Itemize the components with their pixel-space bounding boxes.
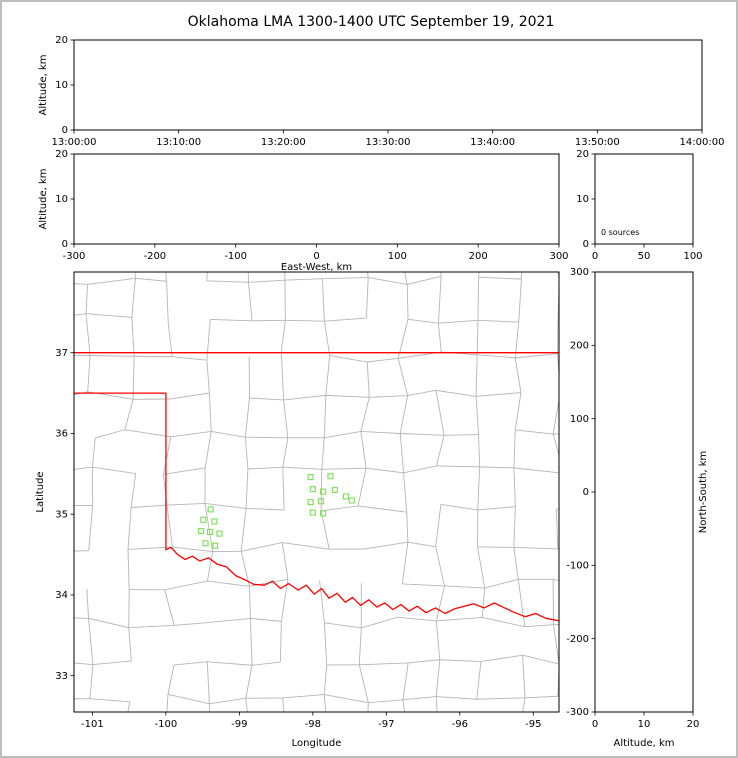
x-tick-label: -97 — [378, 719, 394, 730]
x-tick-label: 300 — [549, 251, 568, 262]
panel-northsouth-height: 0 10 20 -300 -200 -100 0 100 200 300 Altitude, km N… — [566, 267, 709, 749]
x-tick-label: 200 — [469, 251, 488, 262]
station-marker — [320, 488, 327, 495]
panel-source-histogram: 0 50 100 0 10 20 0 sources — [576, 149, 702, 262]
station-marker — [211, 542, 219, 549]
y-tick-label: -200 — [566, 634, 589, 645]
station-marker — [216, 530, 223, 537]
y-tick-label: 34 — [55, 590, 68, 601]
y-tick-label: 36 — [55, 429, 68, 440]
y-tick-label: 0 — [583, 487, 589, 498]
station-marker — [320, 510, 327, 517]
y-tick-label: 37 — [55, 348, 68, 359]
y-tick-label: 0 — [62, 239, 68, 250]
y-tick-label: -300 — [566, 707, 589, 718]
x-tick-label: 0 — [313, 251, 319, 262]
station-marker — [342, 493, 349, 500]
y-tick-label: 0 — [62, 125, 68, 136]
station-marker — [200, 516, 207, 523]
station-marker — [206, 528, 214, 536]
x-tick-label: -99 — [231, 719, 247, 730]
x-tick-label: 13:20:00 — [261, 137, 306, 148]
x-tick-label: -300 — [63, 251, 86, 262]
y-tick-label: 100 — [570, 414, 589, 425]
station-markers — [198, 473, 355, 549]
x-tick-label: 0 — [592, 719, 598, 730]
station-marker — [207, 506, 214, 513]
y-axis-label: Latitude — [35, 471, 46, 512]
state-border-panhandle-west — [74, 392, 167, 551]
x-tick-label: 13:30:00 — [366, 137, 411, 148]
panel-eastwest-height: -300 -200 -100 0 100 200 300 0 10 20 Altitude, km E… — [38, 149, 569, 273]
y-tick-label: 0 — [583, 239, 589, 250]
station-marker — [309, 509, 316, 516]
y-tick-label: 200 — [570, 341, 589, 352]
figure-title: Oklahoma LMA 1300-1400 UTC September 19,… — [187, 14, 555, 30]
x-tick-label: 13:40:00 — [470, 137, 515, 148]
station-marker — [198, 528, 205, 535]
x-axis-label: East-West, km — [281, 262, 352, 273]
station-marker — [307, 498, 314, 506]
y-tick-label: 33 — [55, 671, 68, 682]
station-marker — [317, 498, 325, 505]
x-tick-label: -200 — [143, 251, 166, 262]
y-tick-label: -100 — [566, 561, 589, 572]
state-border — [74, 352, 559, 622]
y-tick-label: 35 — [55, 509, 68, 520]
y-tick-label: 10 — [55, 194, 68, 205]
sources-count-annotation: 0 sources — [601, 228, 639, 237]
x-tick-label: 13:10:00 — [156, 137, 201, 148]
x-tick-label: 14:00:00 — [680, 137, 725, 148]
x-tick-label: 13:00:00 — [52, 137, 97, 148]
x-tick-label: 50 — [638, 251, 651, 262]
x-tick-label: -96 — [452, 719, 468, 730]
x-tick-label: -95 — [525, 719, 541, 730]
x-tick-label: 0 — [592, 251, 598, 262]
x-tick-label: -100 — [155, 719, 178, 730]
axes-frame — [73, 153, 560, 245]
x-axis-label: Longitude — [292, 738, 342, 749]
y-axis-label: North-South, km — [698, 451, 709, 534]
y-tick-label: 20 — [55, 149, 68, 160]
y-tick-label: 10 — [55, 80, 68, 91]
state-border-red-river-south — [165, 546, 559, 622]
axes-frame — [73, 39, 703, 131]
y-axis-label: Altitude, km — [38, 55, 49, 116]
station-marker — [307, 473, 314, 481]
y-tick-label: 20 — [576, 149, 589, 160]
axes-frame — [594, 153, 694, 245]
station-marker — [348, 497, 355, 504]
panel-time-height: 13:00:00 13:10:00 13:20:00 13:30:00 13:40:00… — [38, 35, 724, 148]
station-marker — [331, 486, 338, 494]
x-tick-label: 13:50:00 — [575, 137, 620, 148]
x-tick-label: -101 — [81, 719, 104, 730]
station-marker — [327, 473, 334, 480]
x-tick-label: -100 — [224, 251, 247, 262]
x-tick-label: 100 — [683, 251, 702, 262]
station-marker — [309, 486, 316, 493]
county-borders — [74, 272, 559, 712]
station-marker — [202, 540, 209, 547]
x-tick-label: 100 — [388, 251, 407, 262]
x-axis-label: Altitude, km — [614, 738, 675, 749]
y-axis-label: Altitude, km — [38, 169, 49, 230]
axes-frame — [594, 271, 694, 713]
station-marker — [211, 518, 218, 525]
axes-frame — [73, 271, 560, 713]
x-tick-label: -98 — [305, 719, 321, 730]
y-tick-label: 10 — [576, 194, 589, 205]
x-tick-label: 20 — [687, 719, 700, 730]
y-tick-label: 20 — [55, 35, 68, 46]
panel-plan-view: -101 -100 -99 -98 -97 -96 -95 33 34 35 36 37 Longitu… — [35, 271, 560, 749]
map-content — [74, 272, 559, 712]
x-tick-label: 10 — [638, 719, 651, 730]
y-tick-label: 300 — [570, 267, 589, 278]
